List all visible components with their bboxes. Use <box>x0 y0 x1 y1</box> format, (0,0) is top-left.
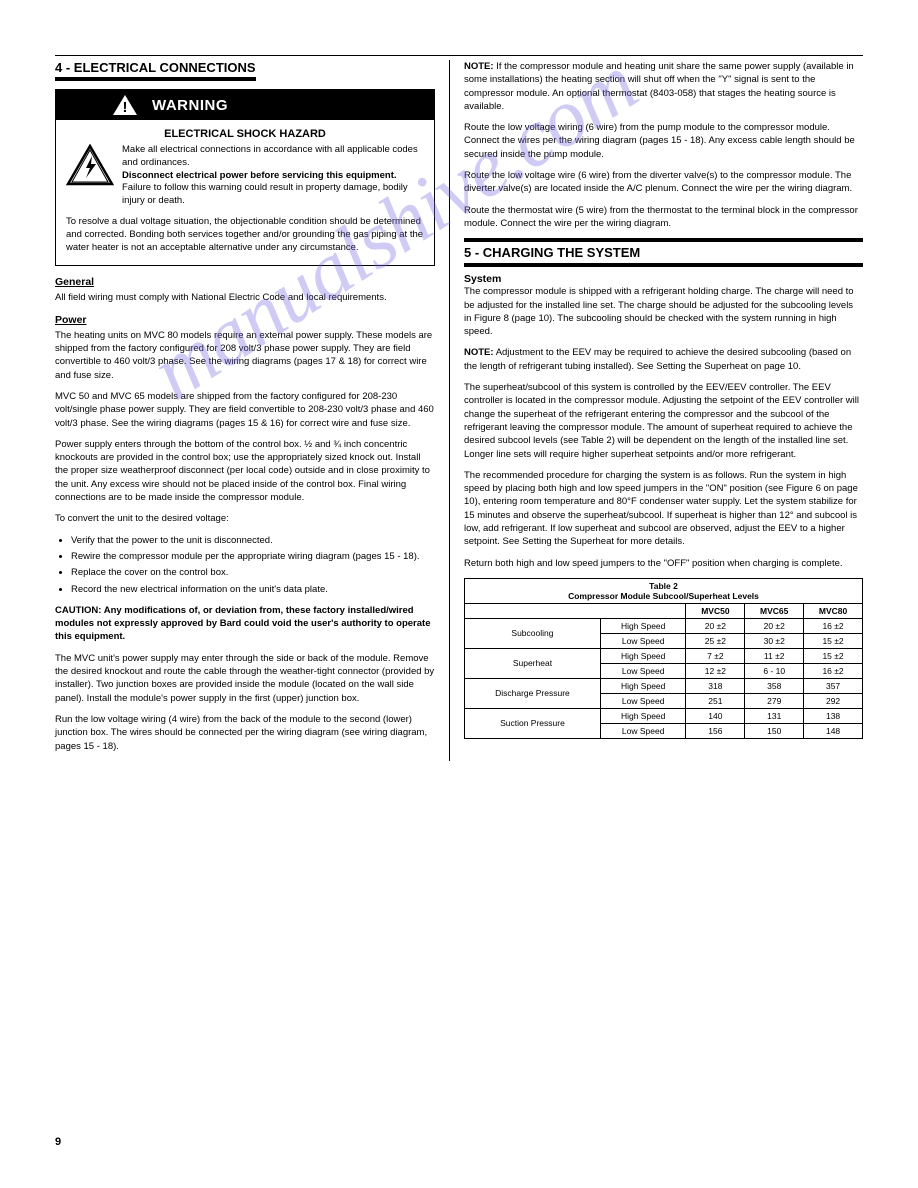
cell: 6 - 10 <box>745 663 804 678</box>
col-mvc65: MVC65 <box>745 603 804 618</box>
table-row: Subcooling High Speed 20 ±2 20 ±2 16 ±2 <box>465 618 863 633</box>
note-label-2: NOTE: <box>464 347 494 358</box>
power-caution: CAUTION: Any modifications of, or deviat… <box>55 604 435 644</box>
table-row: Superheat High Speed 7 ±2 11 ±2 15 ±2 <box>465 648 863 663</box>
warning-triangle-icon: ! <box>112 94 138 116</box>
warning-header: ! WARNING <box>56 90 434 120</box>
power-p5: The MVC unit's power supply may enter th… <box>55 652 435 705</box>
right-intro: NOTE: If the compressor module and heati… <box>464 60 863 113</box>
cell: 138 <box>804 708 863 723</box>
system-p3: The recommended procedure for charging t… <box>464 469 863 549</box>
group-head: Suction Pressure <box>465 708 601 738</box>
cell: 7 ±2 <box>686 648 745 663</box>
cell: 25 ±2 <box>686 633 745 648</box>
table-caption: Table 2 Compressor Module Subcool/Superh… <box>465 578 863 603</box>
top-divider <box>55 55 863 56</box>
table-row: Suction Pressure High Speed 140 131 138 <box>465 708 863 723</box>
col-mvc80: MVC80 <box>804 603 863 618</box>
col-mvc50: MVC50 <box>686 603 745 618</box>
cell: 30 ±2 <box>745 633 804 648</box>
group-head: Discharge Pressure <box>465 678 601 708</box>
list-item: Record the new electrical information on… <box>71 583 435 596</box>
right-intro-body: If the compressor module and heating uni… <box>464 61 854 112</box>
cell: 15 ±2 <box>804 633 863 648</box>
section-5-title: 5 - CHARGING THE SYSTEM <box>464 238 863 267</box>
cell: 358 <box>745 678 804 693</box>
system-p2: The superheat/subcool of this system is … <box>464 381 863 461</box>
cell: High Speed <box>600 708 686 723</box>
table-header-row: MVC50 MVC65 MVC80 <box>465 603 863 618</box>
cell: 148 <box>804 723 863 738</box>
cell: 279 <box>745 693 804 708</box>
power-heading: Power <box>55 314 435 326</box>
power-p4: To convert the unit to the desired volta… <box>55 512 435 525</box>
cell: 11 ±2 <box>745 648 804 663</box>
cell: 140 <box>686 708 745 723</box>
cell: Low Speed <box>600 693 686 708</box>
cell: High Speed <box>600 618 686 633</box>
power-p3: Power supply enters through the bottom o… <box>55 438 435 504</box>
svg-text:!: ! <box>123 99 128 116</box>
cell: 292 <box>804 693 863 708</box>
table-row: Discharge Pressure High Speed 318 358 35… <box>465 678 863 693</box>
spec-table: Table 2 Compressor Module Subcool/Superh… <box>464 578 863 739</box>
right-column: NOTE: If the compressor module and heati… <box>450 60 863 761</box>
power-convert-list: Verify that the power to the unit is dis… <box>71 534 435 596</box>
hazard-line-1: Make all electrical connections in accor… <box>122 144 418 168</box>
general-heading: General <box>55 276 435 288</box>
group-head: Superheat <box>465 648 601 678</box>
wire-p3: Route the thermostat wire (5 wire) from … <box>464 204 863 231</box>
cell: 16 ±2 <box>804 663 863 678</box>
cell: 357 <box>804 678 863 693</box>
list-item: Rewire the compressor module per the app… <box>71 550 435 563</box>
system-note: NOTE: Adjustment to the EEV may be requi… <box>464 346 863 373</box>
cell: 20 ±2 <box>745 618 804 633</box>
electric-shock-icon <box>66 144 114 186</box>
wire-p1: Route the low voltage wiring (6 wire) fr… <box>464 121 863 161</box>
group-head: Subcooling <box>465 618 601 648</box>
list-item: Verify that the power to the unit is dis… <box>71 534 435 547</box>
page-number: 9 <box>55 1136 61 1148</box>
wire-p2: Route the low voltage wire (6 wire) from… <box>464 169 863 196</box>
warning-box: ! WARNING ELECTRICAL SHOCK HAZARD Make a… <box>55 89 435 266</box>
warning-body: ELECTRICAL SHOCK HAZARD Make all electri… <box>56 120 434 265</box>
page-content: 4 - ELECTRICAL CONNECTIONS ! WARNING ELE… <box>55 55 863 761</box>
cell: 12 ±2 <box>686 663 745 678</box>
warning-heading: ELECTRICAL SHOCK HAZARD <box>66 128 424 140</box>
cell: 20 ±2 <box>686 618 745 633</box>
hazard-failure: Failure to follow this warning could res… <box>122 182 408 206</box>
cell: 251 <box>686 693 745 708</box>
cell: 15 ±2 <box>804 648 863 663</box>
cell: High Speed <box>600 678 686 693</box>
list-item: Replace the cover on the control box. <box>71 566 435 579</box>
hazard-text: Make all electrical connections in accor… <box>122 144 424 208</box>
power-p1: The heating units on MVC 80 models requi… <box>55 329 435 382</box>
section-4-title: 4 - ELECTRICAL CONNECTIONS <box>55 60 256 81</box>
left-column: 4 - ELECTRICAL CONNECTIONS ! WARNING ELE… <box>55 60 450 761</box>
cell: 131 <box>745 708 804 723</box>
cell: 156 <box>686 723 745 738</box>
system-p4: Return both high and low speed jumpers t… <box>464 557 863 570</box>
system-note-body: Adjustment to the EEV may be required to… <box>464 347 851 371</box>
cell: Low Speed <box>600 723 686 738</box>
warning-label: WARNING <box>152 97 228 114</box>
power-p2: MVC 50 and MVC 65 models are shipped fro… <box>55 390 435 430</box>
col-blank <box>465 603 686 618</box>
cell: Low Speed <box>600 633 686 648</box>
hazard-line-2: Disconnect electrical power before servi… <box>122 170 397 181</box>
cell: 318 <box>686 678 745 693</box>
cell: 16 ±2 <box>804 618 863 633</box>
cell: 150 <box>745 723 804 738</box>
system-p1: The compressor module is shipped with a … <box>464 285 863 338</box>
note-label: NOTE: <box>464 61 494 72</box>
general-body: All field wiring must comply with Nation… <box>55 291 435 304</box>
warning-resolve: To resolve a dual voltage situation, the… <box>66 216 424 254</box>
system-heading: System <box>464 273 863 285</box>
cell: Low Speed <box>600 663 686 678</box>
power-p6: Run the low voltage wiring (4 wire) from… <box>55 713 435 753</box>
cell: High Speed <box>600 648 686 663</box>
